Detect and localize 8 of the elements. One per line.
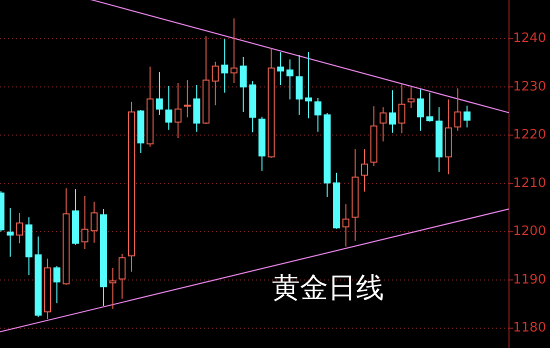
y-tick-label: 1240 [513, 31, 546, 46]
y-tick-label: 1190 [513, 272, 546, 288]
annotation: 黄金日线 [272, 271, 384, 304]
y-tick-label: 1180 [513, 320, 546, 336]
y-tick-label: 1210 [513, 176, 546, 191]
y-tick-label: 1230 [513, 79, 546, 94]
y-tick-label: 1220 [513, 128, 546, 143]
y-tick-label: 1200 [513, 224, 546, 240]
